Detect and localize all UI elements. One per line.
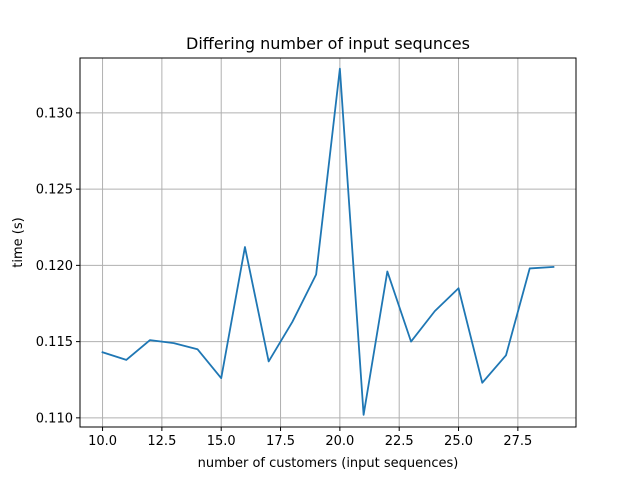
x-axis-label: number of customers (input sequences) — [198, 456, 459, 471]
x-tick-label: 20.0 — [325, 434, 354, 449]
y-tick-label: 0.130 — [36, 106, 73, 121]
y-axis-ticks: 0.110 0.115 0.120 0.125 0.130 — [36, 106, 80, 426]
x-axis-ticks: 10.0 12.5 15.0 17.5 20.0 22.5 25.0 27.5 — [88, 427, 532, 449]
y-tick-label: 0.110 — [36, 411, 73, 426]
x-tick-label: 27.5 — [503, 434, 532, 449]
plot-frame — [79, 57, 577, 428]
x-tick-label: 15.0 — [207, 434, 236, 449]
series-layer — [101, 67, 555, 416]
x-tick-label: 17.5 — [266, 434, 295, 449]
x-tick-label: 25.0 — [444, 434, 473, 449]
x-tick-label: 12.5 — [147, 434, 176, 449]
chart-title: Differing number of input sequnces — [186, 34, 470, 53]
series-line-time — [101, 67, 555, 416]
y-tick-label: 0.115 — [36, 335, 73, 350]
y-axis-label: time (s) — [11, 217, 26, 267]
y-tick-label: 0.120 — [36, 259, 73, 274]
y-tick-label: 0.125 — [36, 183, 73, 198]
grid-lines — [80, 58, 576, 427]
x-tick-label: 22.5 — [385, 434, 414, 449]
x-tick-label: 10.0 — [88, 434, 117, 449]
